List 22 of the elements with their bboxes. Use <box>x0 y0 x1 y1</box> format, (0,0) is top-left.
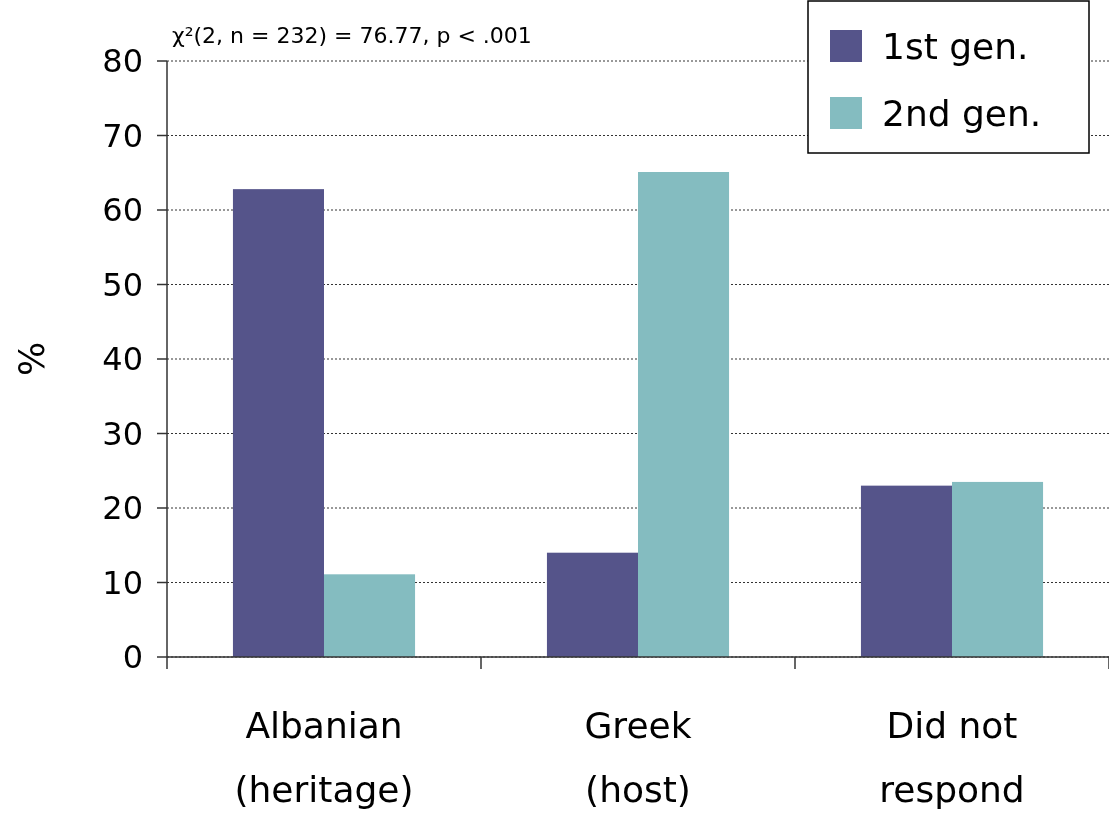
y-tick-label: 70 <box>102 116 143 155</box>
bar <box>952 481 1044 657</box>
x-tick-label: Greek (host) <box>584 705 692 810</box>
text: χ²(2, n = 232) = 76.77, p < .001 <box>172 23 532 48</box>
y-tick-label: 60 <box>102 191 143 230</box>
y-tick-label: 80 <box>102 42 143 81</box>
bar <box>324 574 416 657</box>
y-tick-label: 0 <box>122 638 143 677</box>
y-axis-title: % <box>11 341 52 377</box>
bar <box>638 172 730 657</box>
bar <box>232 189 324 657</box>
legend-label: 1st gen. <box>882 25 1029 67</box>
y-tick-label: 30 <box>102 414 143 453</box>
bar <box>860 485 952 657</box>
y-tick-label: 50 <box>102 265 143 304</box>
x-tick-label: Did not respond <box>879 705 1025 810</box>
x-tick-label: Albanian (heritage) <box>234 705 414 810</box>
y-tick-label: 20 <box>102 489 143 528</box>
legend-label: 2nd gen. <box>882 92 1042 134</box>
y-tick-label: 10 <box>102 563 143 602</box>
y-tick-label: 40 <box>102 340 143 379</box>
bar <box>546 552 638 657</box>
